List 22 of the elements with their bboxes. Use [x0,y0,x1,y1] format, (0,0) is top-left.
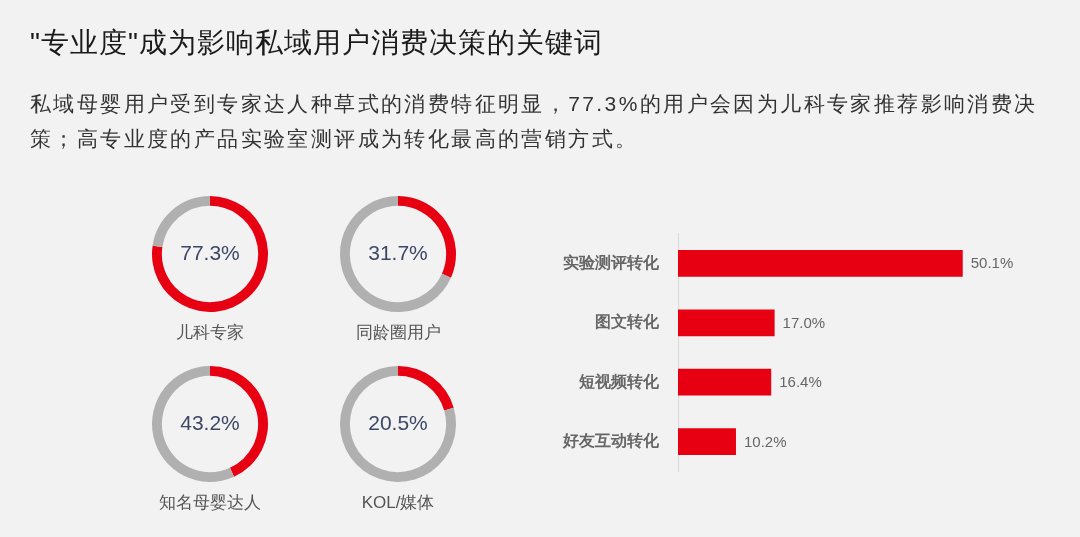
text: 同龄圈用户 [354,322,442,344]
text: 知名母婴达人 [158,492,262,514]
data-label: 50.1% [970,254,1014,272]
y-tick-label: 好友互动转化 [562,432,660,450]
text: "专业度"成为影响私域用户消费决策的关键词 [30,26,603,60]
text: 私域母婴用户受到专家达人种草式的消费特征明显，77.3%的用户会因为儿科专家推荐影响消费决策；高专业度的产品实验室测评成为转化最高的营销方式。 [30,91,1039,152]
data-label: 16.4% [779,373,822,391]
bar [678,428,736,456]
bar [678,249,963,277]
data-label: 31.7% [368,240,428,264]
bar [678,309,775,337]
y-tick-label: 短视频转化 [578,372,660,390]
y-tick-label: 图文转化 [595,313,660,331]
y-tick-label: 实验测评转化 [563,253,660,271]
data-label: 10.2% [743,432,787,450]
text: KOL/媒体 [360,492,436,514]
data-label: 77.3% [180,240,240,264]
text: 儿科专家 [175,322,245,344]
data-label: 43.2% [180,410,240,434]
data-label: 17.0% [782,313,826,331]
data-label: 20.5% [368,410,428,434]
bar [678,368,772,396]
